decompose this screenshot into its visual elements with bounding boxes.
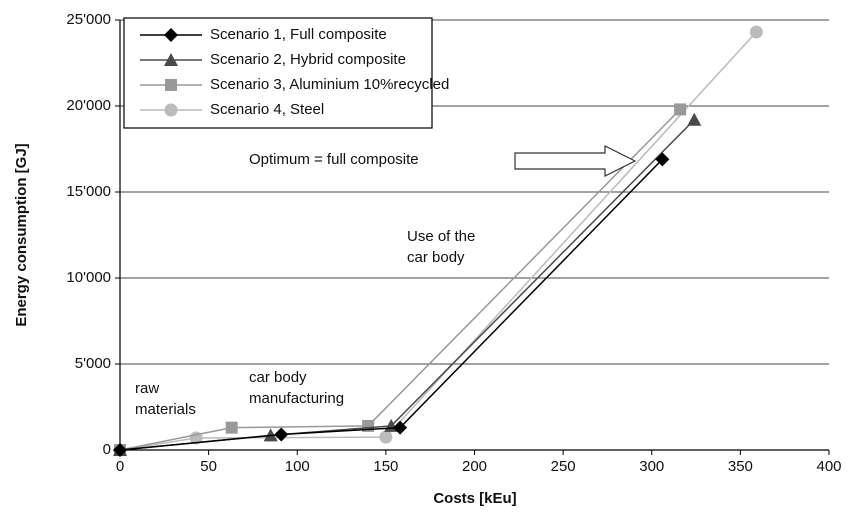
- marker: [164, 28, 178, 42]
- marker: [165, 79, 177, 91]
- series-line: [119, 31, 757, 451]
- marker: [749, 25, 763, 39]
- x-tick-label: 200: [462, 458, 487, 475]
- marker: [164, 53, 178, 66]
- x-tick-label: 250: [551, 458, 576, 475]
- y-tick-label: 5'000: [75, 355, 111, 372]
- y-tick-label: 25'000: [66, 11, 111, 28]
- marker: [393, 420, 408, 435]
- y-axis-label: Energy consumption [GJ]: [13, 143, 30, 326]
- marker: [225, 421, 238, 434]
- marker: [687, 112, 702, 126]
- x-tick-label: 100: [285, 458, 310, 475]
- x-tick-label: 400: [816, 458, 841, 475]
- marker: [674, 103, 687, 116]
- legend: Scenario 1, Full composite Scenario 2, Hy…: [140, 26, 449, 118]
- annotation: Optimum = full composite: [249, 151, 419, 168]
- marker: [113, 443, 127, 457]
- marker: [379, 430, 393, 444]
- annotation: manufacturing: [249, 390, 344, 407]
- y-tick-label: 20'000: [66, 97, 111, 114]
- x-tick-label: 150: [373, 458, 398, 475]
- legend-label: Scenario 1, Full composite: [210, 26, 387, 43]
- x-axis-label: Costs [kEu]: [433, 490, 516, 507]
- annotation: raw: [135, 380, 159, 397]
- marker: [274, 427, 289, 442]
- series-line: [119, 108, 681, 451]
- annotation: car body: [249, 369, 307, 386]
- annotation: car body: [407, 249, 465, 266]
- y-tick-label: 10'000: [66, 269, 111, 286]
- x-tick-label: 350: [728, 458, 753, 475]
- x-tick-label: 300: [639, 458, 664, 475]
- y-tick-label: 0: [103, 441, 111, 458]
- series-line: [119, 158, 663, 451]
- legend-label: Scenario 2, Hybrid composite: [210, 51, 406, 68]
- annotation: materials: [135, 401, 196, 418]
- legend-label: Scenario 4, Steel: [210, 101, 324, 118]
- y-tick-label: 15'000: [66, 183, 111, 200]
- marker: [655, 152, 670, 167]
- x-tick-label: 0: [116, 458, 124, 475]
- optimum-arrow: [514, 145, 637, 177]
- legend-label: Scenario 3, Aluminium 10%recycled: [210, 76, 449, 93]
- plot: Optimum = full composite Use of the car bo…: [113, 25, 763, 457]
- marker: [164, 103, 178, 117]
- annotation: Use of the: [407, 228, 475, 245]
- x-tick-label: 50: [200, 458, 217, 475]
